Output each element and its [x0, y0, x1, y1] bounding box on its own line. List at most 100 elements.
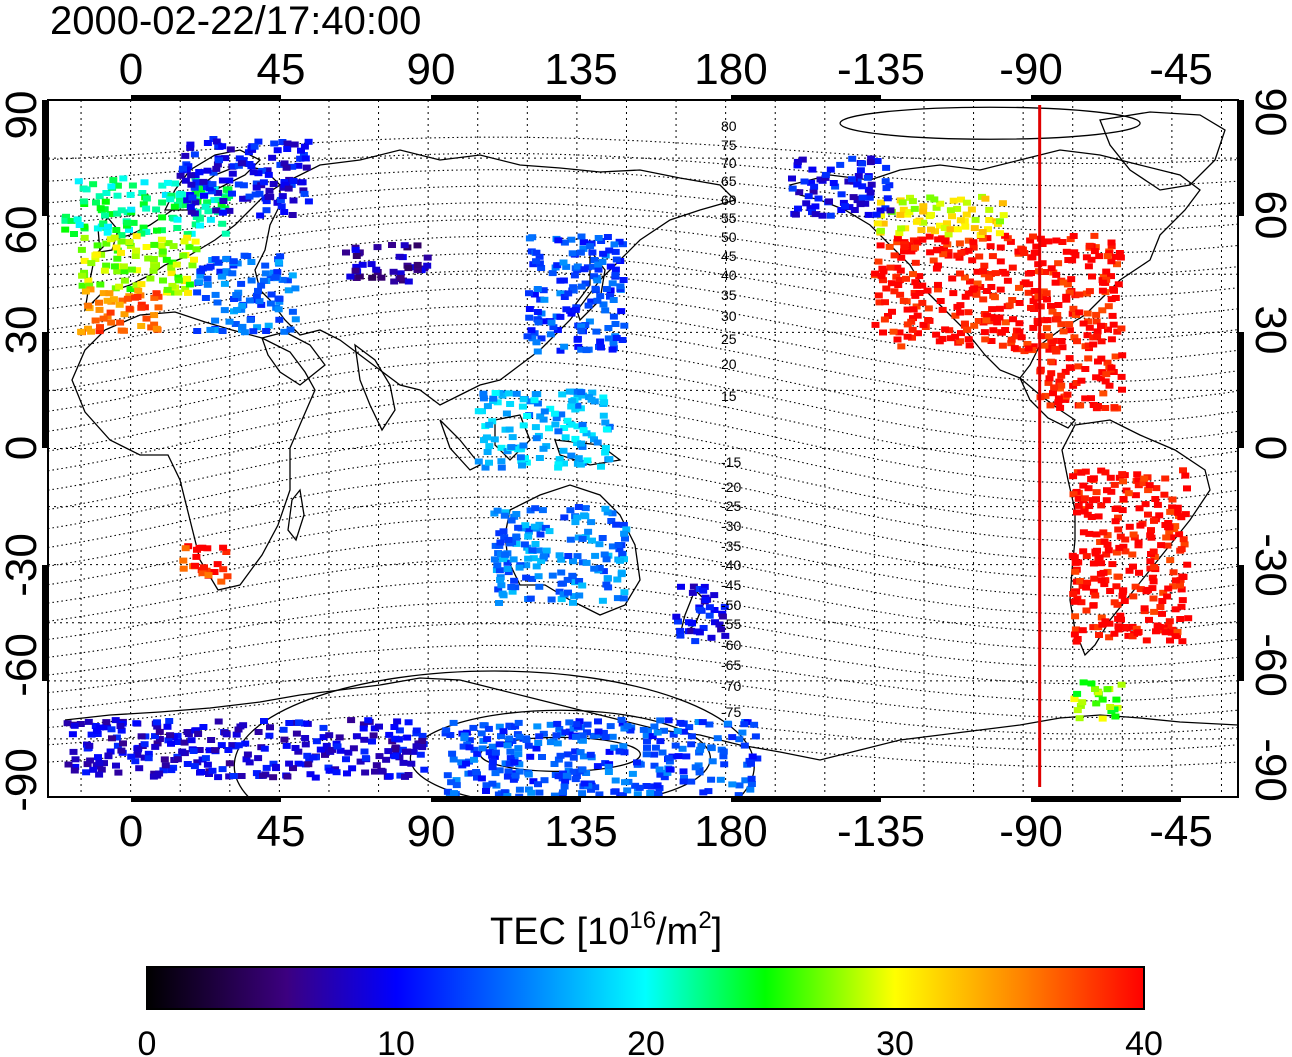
tec-sample — [336, 747, 345, 754]
tec-sample — [1155, 512, 1164, 519]
tec-sample — [577, 737, 586, 744]
tec-sample — [1170, 526, 1179, 533]
tec-sample — [385, 773, 393, 780]
tec-sample — [1153, 622, 1162, 629]
bottom-lon-tick-45: 45 — [257, 807, 306, 856]
tec-sample — [895, 230, 904, 237]
tec-sample — [814, 195, 823, 202]
tec-sample — [1084, 263, 1093, 270]
tec-sample — [542, 547, 551, 554]
tec-sample — [553, 720, 562, 727]
tec-sample — [228, 270, 237, 277]
tec-sample — [887, 280, 896, 287]
tec-sample — [273, 147, 282, 154]
tec-sample — [876, 227, 885, 234]
tec-sample — [291, 285, 300, 292]
tec-sample — [1167, 534, 1176, 541]
tec-sample — [401, 748, 410, 755]
tec-sample — [309, 754, 318, 761]
tec-sample — [262, 328, 271, 334]
tec-sample — [836, 161, 845, 168]
contour-label: 40 — [721, 267, 737, 283]
tec-sample — [559, 789, 567, 796]
tec-sample — [886, 207, 895, 214]
tec-sample — [944, 252, 953, 259]
tec-sample — [664, 755, 673, 762]
tec-sample — [858, 183, 867, 190]
tec-sample — [192, 553, 201, 560]
tec-sample — [110, 263, 119, 270]
tec-sample — [1070, 334, 1079, 341]
tec-sample — [212, 165, 221, 172]
tec-sample — [298, 179, 307, 186]
tec-sample — [115, 301, 124, 308]
tec-sample — [534, 319, 543, 326]
tec-sample — [567, 236, 576, 243]
tec-sample — [211, 317, 220, 324]
tec-sample — [280, 160, 289, 167]
tec-sample — [1110, 706, 1119, 713]
tec-sample — [501, 760, 510, 767]
tec-sample — [1146, 532, 1155, 539]
tec-sample — [995, 305, 1004, 312]
tec-sample — [514, 745, 523, 752]
tec-sample — [535, 733, 544, 740]
tec-sample — [355, 273, 364, 280]
tec-sample — [61, 217, 70, 224]
tec-sample — [113, 268, 122, 275]
tec-sample — [165, 718, 174, 724]
tec-sample — [271, 274, 280, 281]
tec-sample — [618, 793, 627, 797]
tec-sample — [1043, 296, 1051, 303]
tec-sample — [474, 458, 483, 465]
tec-sample — [620, 589, 629, 596]
tec-sample — [131, 253, 140, 259]
tec-sample — [515, 761, 524, 768]
tec-sample — [1079, 482, 1088, 489]
tec-sample — [872, 211, 881, 218]
tec-sample — [713, 735, 722, 742]
tec-sample — [222, 268, 231, 275]
tec-sample — [153, 719, 161, 726]
tec-sample — [473, 751, 482, 758]
tec-sample — [1173, 509, 1182, 516]
tec-sample — [720, 761, 729, 768]
tec-sample — [1140, 475, 1149, 482]
tec-sample — [568, 250, 577, 257]
tec-sample — [615, 748, 624, 755]
tec-sample — [1136, 522, 1145, 529]
tec-sample — [987, 338, 996, 344]
tec-sample — [1038, 260, 1047, 267]
tec-sample — [576, 749, 585, 756]
tec-sample — [1069, 491, 1078, 498]
tec-sample — [569, 599, 577, 606]
tec-sample — [919, 321, 928, 328]
tec-sample — [849, 194, 858, 201]
tec-sample — [642, 732, 651, 739]
tec-sample — [639, 726, 648, 733]
tec-sample — [554, 756, 563, 763]
tec-sample — [497, 464, 506, 471]
tec-sample — [881, 205, 890, 212]
tec-sample — [242, 756, 251, 763]
tec-sample — [938, 306, 947, 313]
tec-sample — [1150, 608, 1159, 615]
right-lat-tick-30: 30 — [1246, 306, 1292, 355]
tec-sample — [941, 326, 950, 333]
tec-sample — [1071, 568, 1080, 575]
tec-sample — [190, 763, 199, 770]
tec-sample — [539, 445, 548, 452]
tec-sample — [71, 763, 80, 770]
tec-sample — [512, 511, 521, 517]
tec-sample — [1156, 604, 1165, 610]
tec-sample — [788, 175, 796, 182]
tec-sample — [288, 308, 297, 315]
tec-sample — [1041, 269, 1049, 275]
tec-sample — [102, 240, 111, 247]
tec-sample — [546, 405, 555, 412]
tec-sample — [1087, 476, 1096, 482]
tec-sample — [285, 720, 294, 726]
contour-line — [48, 270, 1238, 341]
tec-sample — [530, 291, 539, 298]
tec-sample — [217, 578, 226, 585]
